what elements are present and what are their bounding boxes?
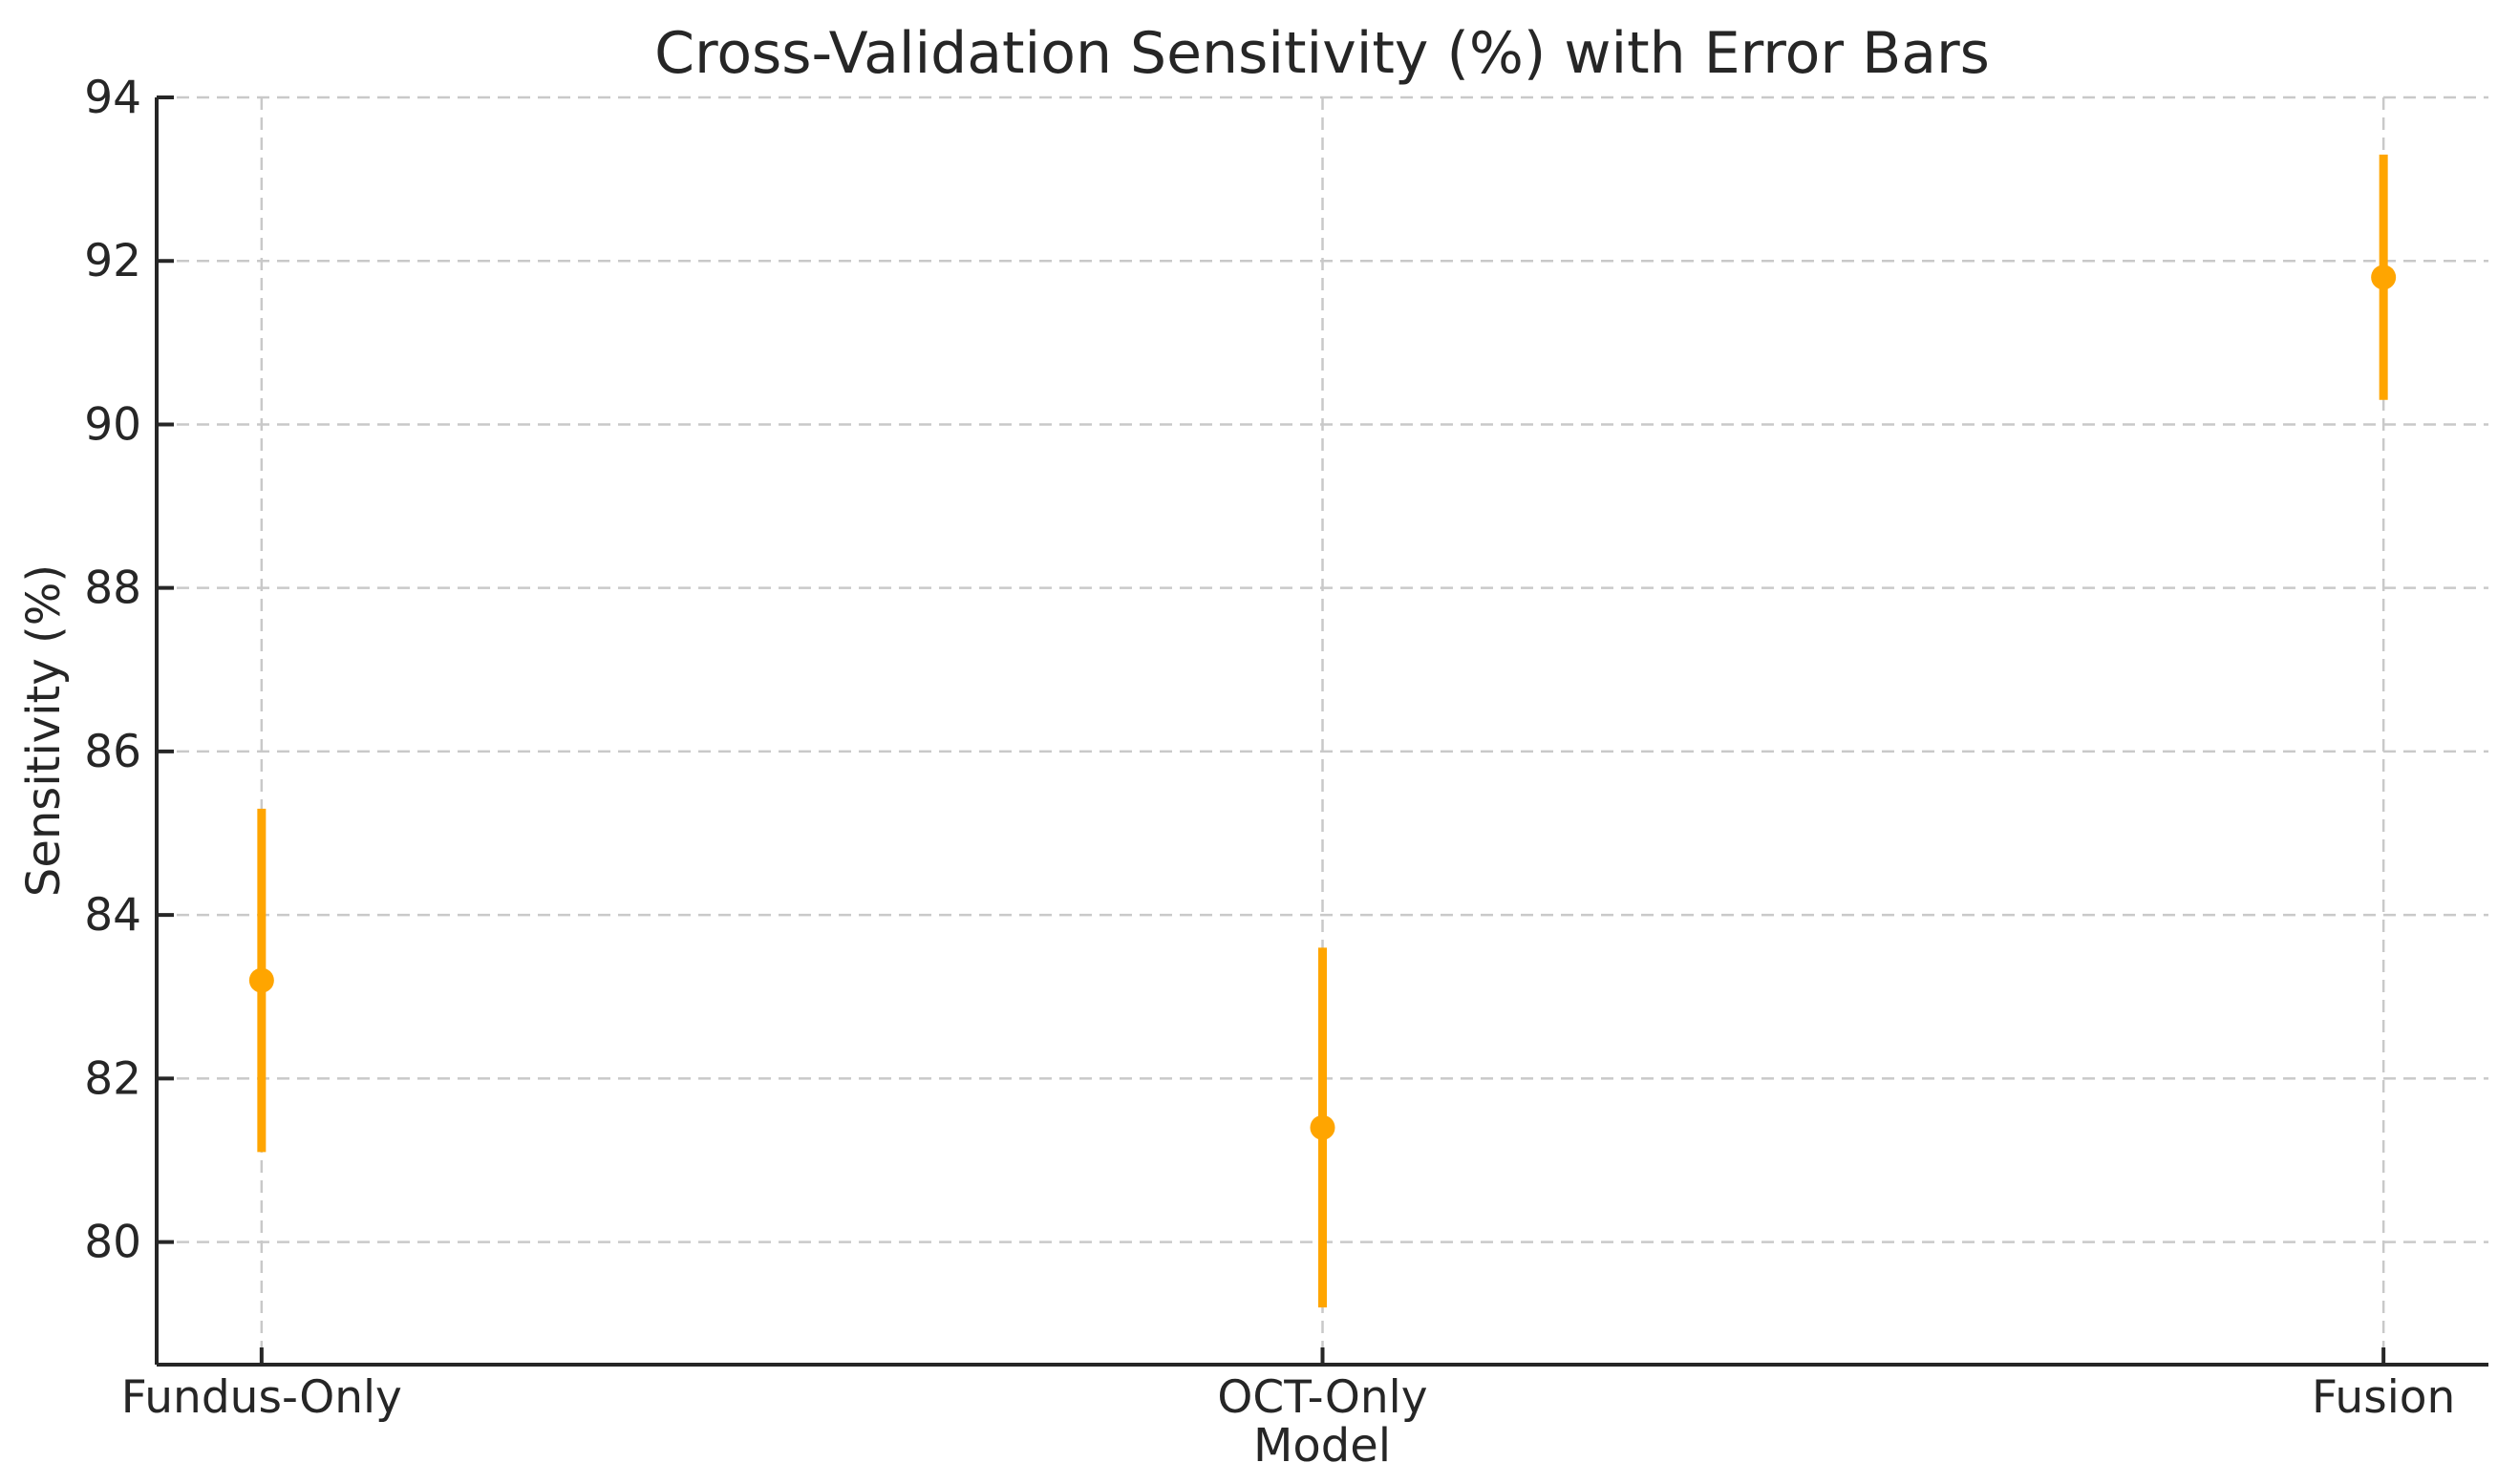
- x-axis-label: Model: [1253, 1419, 1391, 1473]
- tick-labels-layer: 80 82 84 86 88 90 92 94 Fundus-Only OCT-Only Fusio…: [84, 72, 2455, 1424]
- y-tick-label: 86: [84, 726, 141, 778]
- y-axis-label: Sensitivity (%): [17, 564, 71, 897]
- y-tick-label: 94: [84, 72, 141, 124]
- x-tick-label: Fundus-Only: [121, 1371, 402, 1424]
- chart-title: Cross-Validation Sensitivity (%) with Er…: [654, 20, 1990, 87]
- data-point-marker: [248, 967, 274, 993]
- y-tick-label: 84: [84, 889, 141, 942]
- y-tick-label: 88: [84, 562, 141, 615]
- y-tick-label: 90: [84, 398, 141, 451]
- x-tick-label: Fusion: [2312, 1371, 2455, 1424]
- data-point-marker: [2371, 265, 2397, 290]
- y-tick-label: 82: [84, 1052, 141, 1105]
- y-tick-label: 80: [84, 1217, 141, 1269]
- tick-marks-layer: [157, 95, 2386, 1365]
- y-tick-label: 92: [84, 235, 141, 287]
- data-series-layer: [248, 154, 2397, 1308]
- data-point-marker: [1310, 1114, 1335, 1140]
- x-tick-label: OCT-Only: [1217, 1371, 1427, 1424]
